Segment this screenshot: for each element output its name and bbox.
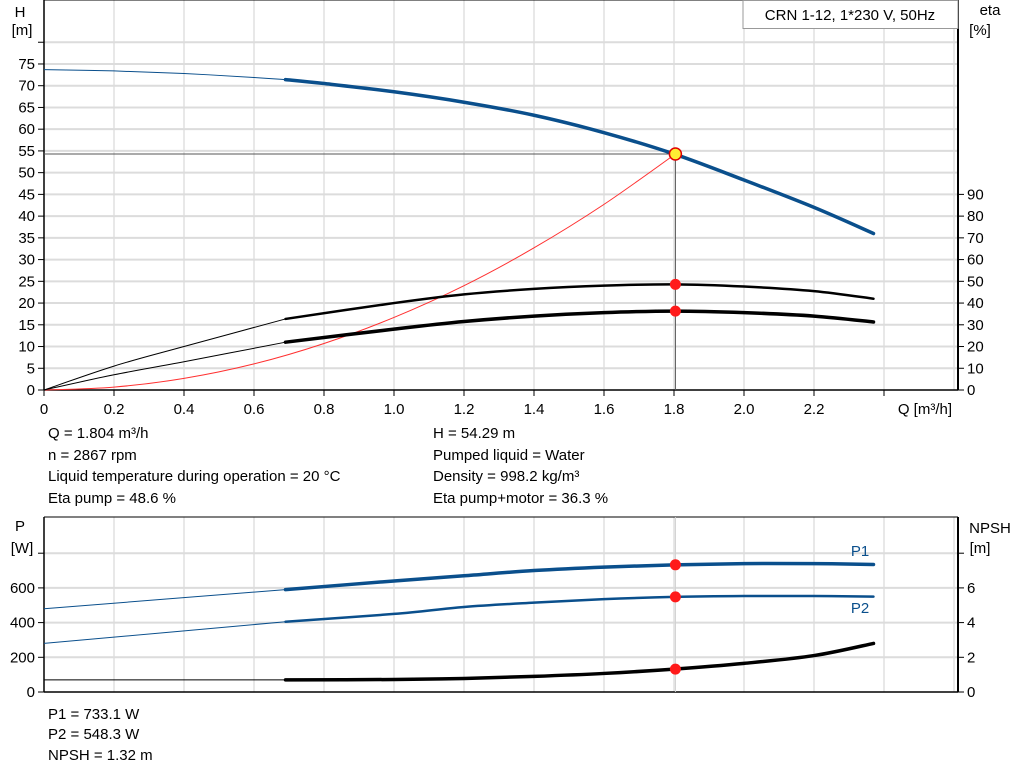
p1-curve [283,561,876,592]
y-right-tick-label: 4 [967,615,975,632]
y-right-tick-label: 0 [967,382,975,399]
y-left-unit: [W] [11,540,34,557]
y-left-tick-label: 10 [18,339,35,356]
info-npsh: NPSH = 1.32 m [48,747,153,764]
info-liquid: Pumped liquid = Water [433,447,585,464]
y-left-tick-label: 55 [18,143,35,160]
info-p2: P2 = 548.3 W [48,726,140,743]
x-tick-label: 0.6 [244,401,265,418]
x-tick-label: 2.2 [804,401,825,418]
title-box [742,0,959,29]
npsh-point [669,663,681,675]
y-right-label: NPSH [969,520,1011,537]
info-p1: P1 = 733.1 W [48,706,140,723]
x-tick-label: 0.4 [174,401,195,418]
eta-pump-motor-curve-thin [43,341,286,391]
x-axis-label: Q [m³/h] [898,401,952,418]
x-tick-label: 0 [40,401,48,418]
y-right-unit: [%] [969,22,991,39]
y-right-tick-label: 20 [967,339,984,356]
operating-point [668,147,683,161]
y-left-tick-label: 200 [10,649,35,666]
y-left-label: H [15,4,26,21]
y-left-tick-label: 600 [10,580,35,597]
y-right-tick-label: 6 [967,580,975,597]
x-tick-label: 2.0 [734,401,755,418]
x-tick-label: 1.4 [524,401,545,418]
info-q: Q = 1.804 m³/h [48,425,149,442]
system-curve [43,153,676,391]
info-head: H = 54.29 m [433,425,516,442]
y-left-tick-label: 75 [18,56,35,73]
y-left-tick-label: 15 [18,317,35,334]
y-left-tick-label: 35 [18,230,35,247]
p2-point [669,591,681,603]
eta-pump-motor-curve [283,309,876,344]
x-tick-label: 1.2 [454,401,475,418]
eta-pump-curve [284,283,875,321]
p1-curve-thin [43,589,286,610]
y-left-tick-label: 20 [18,295,35,312]
p2-curve-thin [43,621,286,644]
y-left-tick-label: 5 [27,360,35,377]
y-left-tick-label: 30 [18,252,35,269]
chart-title: CRN 1-12, 1*230 V, 50Hz [765,7,935,24]
y-left-tick-label: 70 [18,78,35,95]
y-right-tick-label: 50 [967,273,984,290]
eta-pump-point [669,278,681,290]
y-left-tick-label: 65 [18,99,35,116]
y-right-tick-label: 80 [967,208,984,225]
npsh-curve [283,641,876,682]
y-left-tick-label: 0 [27,382,35,399]
y-right-tick-label: 2 [967,649,975,666]
y-left-unit: [m] [12,22,33,39]
info-density: Density = 998.2 kg/m³ [433,468,580,485]
info-eta-pump: Eta pump = 48.6 % [48,490,176,507]
y-right-tick-label: 30 [967,317,984,334]
p1-point [669,559,681,571]
y-right-tick-label: 10 [967,360,984,377]
y-left-tick-label: 60 [18,121,35,138]
x-tick-label: 0.2 [104,401,125,418]
info-eta-pump-motor: Eta pump+motor = 36.3 % [433,490,609,507]
y-right-tick-label: 0 [967,684,975,701]
y-right-tick-label: 40 [967,295,984,312]
eta-pump-curve-thin [43,318,286,391]
head-curve-thin [43,69,286,81]
info-temp: Liquid temperature during operation = 20… [48,468,341,485]
y-right-tick-label: 70 [967,230,984,247]
y-left-tick-label: 25 [18,273,35,290]
p1-label: P1 [851,543,869,560]
head-curve [283,77,876,236]
eta-pump-motor-point [669,305,681,317]
info-speed: n = 2867 rpm [48,447,137,464]
x-tick-label: 0.8 [314,401,335,418]
y-left-tick-label: 0 [27,684,35,701]
x-tick-label: 1.6 [594,401,615,418]
y-right-label: eta [980,2,1002,19]
x-tick-label: 1.0 [384,401,405,418]
y-right-tick-label: 60 [967,252,984,269]
y-left-label: P [15,518,25,535]
y-right-tick-label: 90 [967,186,984,203]
y-right-unit: [m] [970,540,991,557]
p2-label: P2 [851,600,869,617]
x-tick-label: 1.8 [664,401,685,418]
y-left-tick-label: 50 [18,165,35,182]
y-left-tick-label: 400 [10,615,35,632]
y-left-tick-label: 45 [18,186,35,203]
y-left-tick-label: 40 [18,208,35,225]
p2-curve [284,594,875,623]
